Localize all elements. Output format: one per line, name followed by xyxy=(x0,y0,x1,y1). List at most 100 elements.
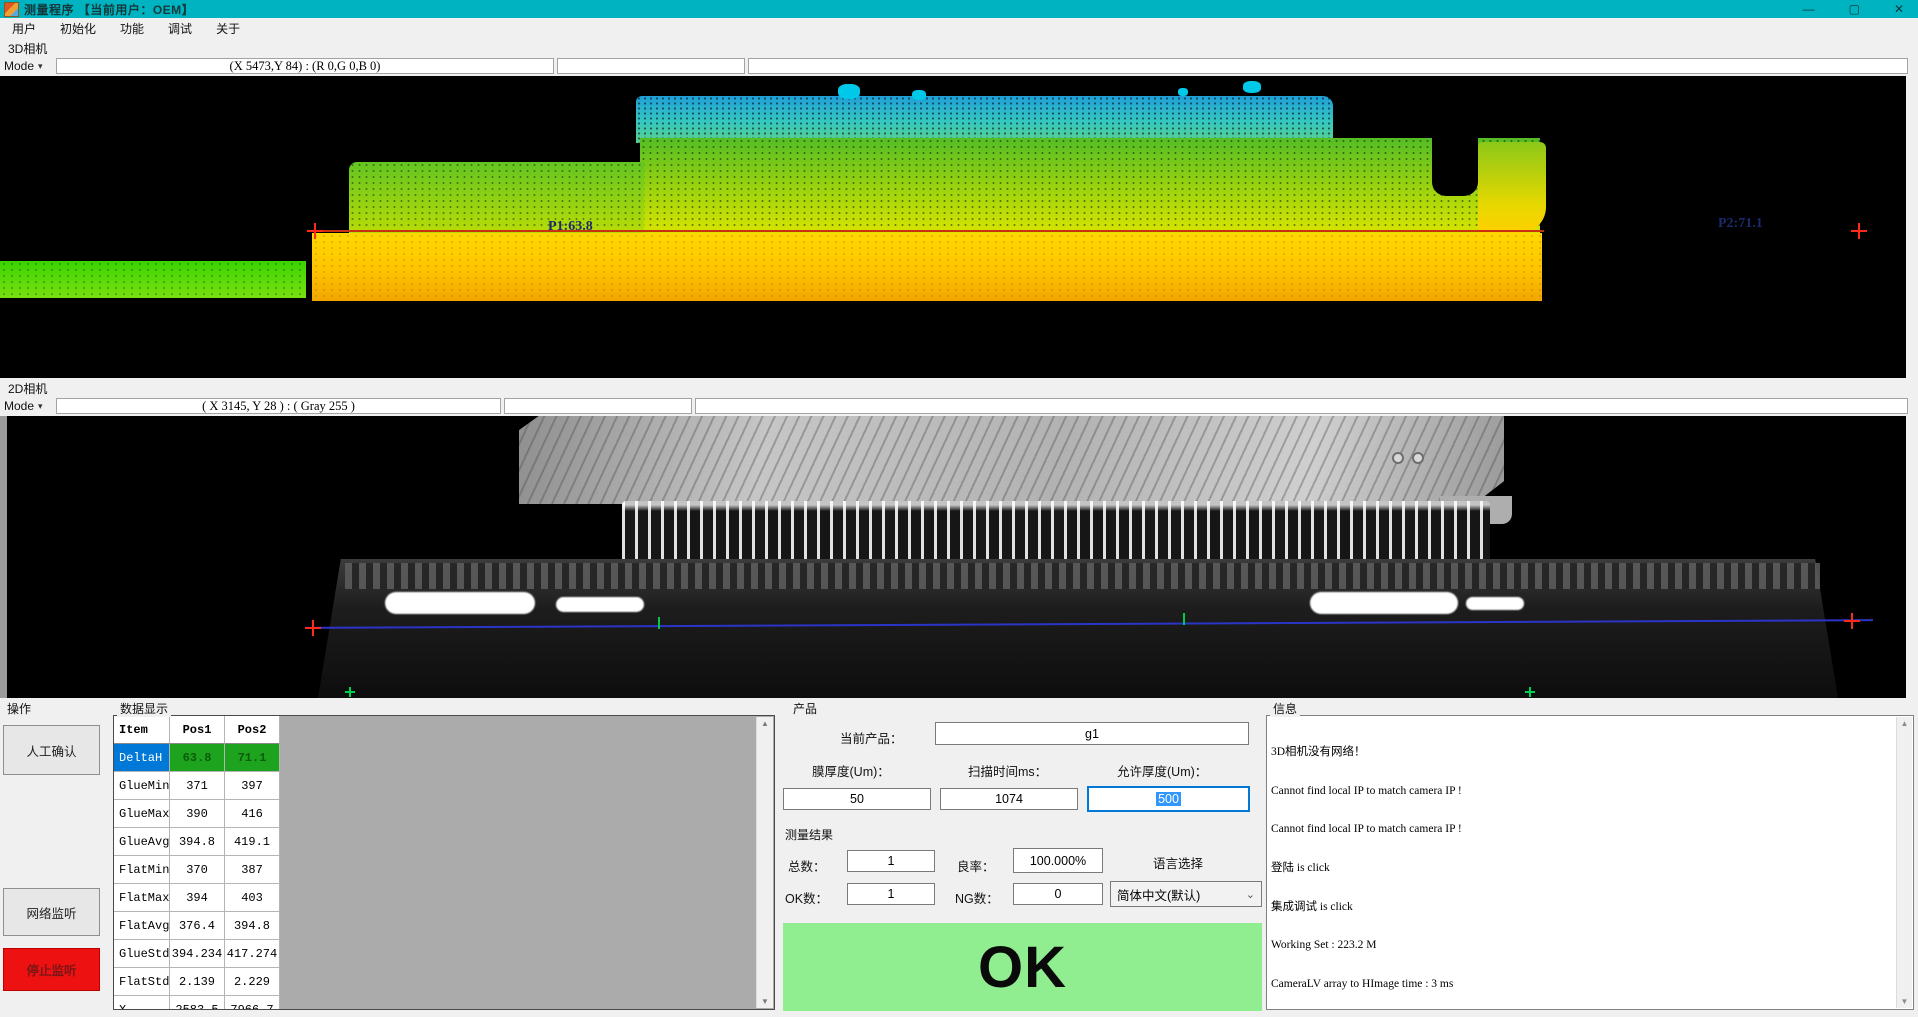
col-header-item: Item xyxy=(114,716,170,744)
table-cell[interactable]: 394.8 xyxy=(225,912,280,940)
scan-time-field[interactable]: 1074 xyxy=(940,788,1078,810)
table-cell[interactable]: 403 xyxy=(225,884,280,912)
scroll-down-icon[interactable]: ▼ xyxy=(761,997,769,1006)
table-cell[interactable]: 376.4 xyxy=(170,912,225,940)
glue-blob xyxy=(1310,592,1458,614)
table-cell[interactable]: FlatMax xyxy=(114,884,170,912)
table-cell[interactable]: GlueMax xyxy=(114,800,170,828)
chevron-down-icon: ⌄ xyxy=(1245,888,1255,901)
table-row[interactable]: FlatMin 370 387 xyxy=(114,856,280,884)
info-log-box[interactable]: 3D相机没有网络！ Cannot find local IP to match … xyxy=(1266,715,1914,1010)
menu-item-function[interactable]: 功能 xyxy=(120,21,145,36)
table-cell[interactable]: 390 xyxy=(170,800,225,828)
stop-listen-button[interactable]: 停止监听 xyxy=(3,948,100,991)
camera3d-image-view[interactable]: P1:63.8 P2:71.1 xyxy=(0,76,1906,378)
film-thickness-label: 膜厚度(Um)： xyxy=(812,765,890,779)
bottom-panel: 操作 人工确认 网络监听 停止监听 数据显示 Item Pos1 Pos2 De… xyxy=(0,698,1918,1017)
table-row[interactable]: DeltaH 63.8 71.1 xyxy=(114,744,280,772)
glue-blob xyxy=(1466,597,1524,610)
connector-pins xyxy=(622,501,1490,567)
table-cell[interactable]: FlatStd xyxy=(114,968,170,996)
camera2d-section: 2D相机 xyxy=(0,378,1918,397)
table-cell[interactable]: FlatAvg xyxy=(114,912,170,940)
table-row[interactable]: GlueMin 371 397 xyxy=(114,772,280,800)
connector-base-texture xyxy=(345,563,1820,589)
close-button[interactable]: ✕ xyxy=(1893,2,1904,16)
scroll-up-icon[interactable]: ▲ xyxy=(1900,719,1909,728)
log-scrollbar[interactable]: ▲ ▼ xyxy=(1896,717,1912,1008)
col-header-pos1: Pos1 xyxy=(170,716,225,744)
camera3d-statusbar-segment xyxy=(557,58,745,74)
data-display-label: 数据显示 xyxy=(117,700,172,717)
table-row[interactable]: FlatAvg 376.4 394.8 xyxy=(114,912,280,940)
table-cell[interactable]: 387 xyxy=(225,856,280,884)
yield-field[interactable]: 100.000% xyxy=(1013,848,1103,873)
table-cell[interactable]: 2.229 xyxy=(225,968,280,996)
window-title: 测量程序 【当前用户：OEM】 xyxy=(24,2,195,17)
table-cell[interactable]: 63.8 xyxy=(170,744,225,772)
table-cell[interactable]: 7966.7 xyxy=(225,996,280,1009)
table-cell[interactable]: 370 xyxy=(170,856,225,884)
table-row[interactable]: GlueStd 394.234 417.274 xyxy=(114,940,280,968)
total-count-field[interactable]: 1 xyxy=(847,850,935,872)
table-scrollbar[interactable]: ▲ ▼ xyxy=(756,717,773,1008)
manual-confirm-button[interactable]: 人工确认 xyxy=(3,725,100,775)
menu-item-init[interactable]: 初始化 xyxy=(60,21,97,36)
table-row[interactable]: GlueMax 390 416 xyxy=(114,800,280,828)
minimize-button[interactable]: — xyxy=(1802,2,1815,16)
green-cross-marker xyxy=(1525,687,1535,697)
left-cross-marker xyxy=(307,223,323,239)
allow-thickness-field[interactable]: 500 xyxy=(1087,786,1250,812)
network-listen-button[interactable]: 网络监听 xyxy=(3,888,100,936)
table-cell[interactable]: 394.234 xyxy=(170,940,225,968)
menu-item-debug[interactable]: 调试 xyxy=(168,21,193,36)
p2-measure-label: P2:71.1 xyxy=(1718,216,1763,231)
menu-item-user[interactable]: 用户 xyxy=(12,21,37,36)
camera2d-mode-button[interactable]: Mode ▾ xyxy=(4,399,43,413)
camera3d-pixel-readout: (X 5473,Y 84) : (R 0,G 0,B 0) xyxy=(56,58,554,74)
table-cell[interactable]: 2583.5 xyxy=(170,996,225,1009)
ok-count-field[interactable]: 1 xyxy=(847,883,935,905)
table-cell[interactable]: 397 xyxy=(225,772,280,800)
language-dropdown[interactable]: 简体中文(默认) ⌄ xyxy=(1110,881,1262,907)
table-row[interactable]: GlueAvg 394.8 419.1 xyxy=(114,828,280,856)
data-grid-container: Item Pos1 Pos2 DeltaH 63.8 71.1 GlueMin … xyxy=(113,715,775,1010)
table-cell[interactable]: 2.139 xyxy=(170,968,225,996)
current-product-field[interactable]: g1 xyxy=(935,722,1249,745)
right-cross-marker xyxy=(1851,223,1867,239)
chevron-down-icon: ▾ xyxy=(38,60,43,71)
table-row[interactable]: FlatMax 394 403 xyxy=(114,884,280,912)
table-cell[interactable]: 416 xyxy=(225,800,280,828)
result-status-text: OK xyxy=(978,934,1067,1000)
maximize-button[interactable]: ▢ xyxy=(1848,2,1860,16)
table-cell[interactable]: GlueMin xyxy=(114,772,170,800)
table-cell[interactable]: 417.274 xyxy=(225,940,280,968)
image-edge-sliver xyxy=(0,416,7,698)
total-count-label: 总数： xyxy=(788,860,826,874)
table-row[interactable]: X 2583.5 7966.7 xyxy=(114,996,280,1009)
ng-count-field[interactable]: 0 xyxy=(1013,883,1103,905)
yield-label: 良率： xyxy=(957,860,995,874)
table-cell[interactable]: X xyxy=(114,996,170,1009)
camera3d-section: 3D相机 xyxy=(0,38,1918,57)
table-row[interactable]: FlatStd 2.139 2.229 xyxy=(114,968,280,996)
table-cell[interactable]: 419.1 xyxy=(225,828,280,856)
menu-item-about[interactable]: 关于 xyxy=(216,21,241,36)
p1-measure-label: P1:63.8 xyxy=(548,219,593,234)
camera2d-image-view[interactable] xyxy=(0,416,1906,698)
camera3d-mode-bar: Mode ▾ (X 5473,Y 84) : (R 0,G 0,B 0) xyxy=(0,56,1918,76)
scroll-down-icon[interactable]: ▼ xyxy=(1900,997,1909,1006)
scroll-up-icon[interactable]: ▲ xyxy=(761,719,769,728)
film-thickness-field[interactable]: 50 xyxy=(783,788,931,810)
camera3d-mode-button[interactable]: Mode ▾ xyxy=(4,59,43,73)
table-cell[interactable]: 394.8 xyxy=(170,828,225,856)
table-cell[interactable]: GlueStd xyxy=(114,940,170,968)
col-header-pos2: Pos2 xyxy=(225,716,280,744)
table-cell[interactable]: FlatMin xyxy=(114,856,170,884)
table-cell[interactable]: DeltaH xyxy=(114,744,170,772)
table-cell[interactable]: 371 xyxy=(170,772,225,800)
table-cell[interactable]: GlueAvg xyxy=(114,828,170,856)
table-cell[interactable]: 394 xyxy=(170,884,225,912)
heightmap-top-band xyxy=(636,96,1333,143)
table-cell[interactable]: 71.1 xyxy=(225,744,280,772)
